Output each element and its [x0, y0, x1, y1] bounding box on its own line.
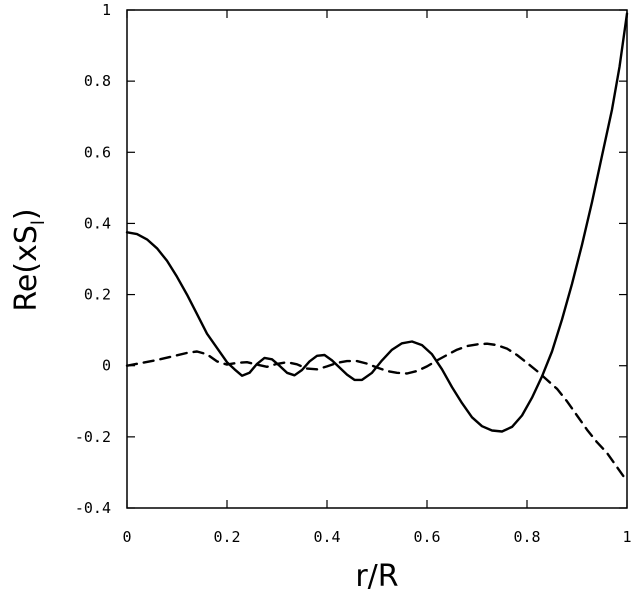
x-tick-label: 0: [122, 528, 131, 546]
series-line-solid: [125, 12, 629, 433]
y-axis-title-main: Re(xS: [9, 225, 44, 311]
y-tick-label: 0.6: [84, 143, 111, 161]
y-tick-label: 0: [102, 357, 111, 375]
x-tick-label: 0.6: [413, 528, 440, 546]
y-tick-label: -0.2: [75, 428, 111, 446]
y-tick-label: 0.2: [84, 286, 111, 304]
y-tick-label: 0.4: [84, 214, 111, 232]
y-tick-label: 0.8: [84, 72, 111, 90]
y-axis-title: Re(xSl): [9, 208, 49, 311]
chart-series: [125, 12, 629, 483]
axis-tick-labels: 0 0.2 0.4 0.6 0.8 1 -0.4 -0.2 0 0.2 0.4 0.6 0.8 1: [75, 1, 632, 546]
y-axis-title-subscript: l: [28, 220, 49, 225]
svg-text:Re(xSl): Re(xSl): [9, 208, 49, 311]
x-tick-label: 0.2: [213, 528, 240, 546]
plot-frame: [126, 9, 628, 509]
axis-ticks: [126, 9, 628, 509]
x-tick-label: 0.8: [513, 528, 540, 546]
y-tick-label: -0.4: [75, 499, 111, 517]
series-line-dashed: [125, 342, 629, 483]
y-tick-label: 1: [102, 1, 111, 19]
x-tick-label: 1: [622, 528, 631, 546]
y-axis-title-close: ): [9, 208, 44, 220]
x-tick-label: 0.4: [313, 528, 340, 546]
x-axis-title: r/R: [355, 559, 398, 592]
